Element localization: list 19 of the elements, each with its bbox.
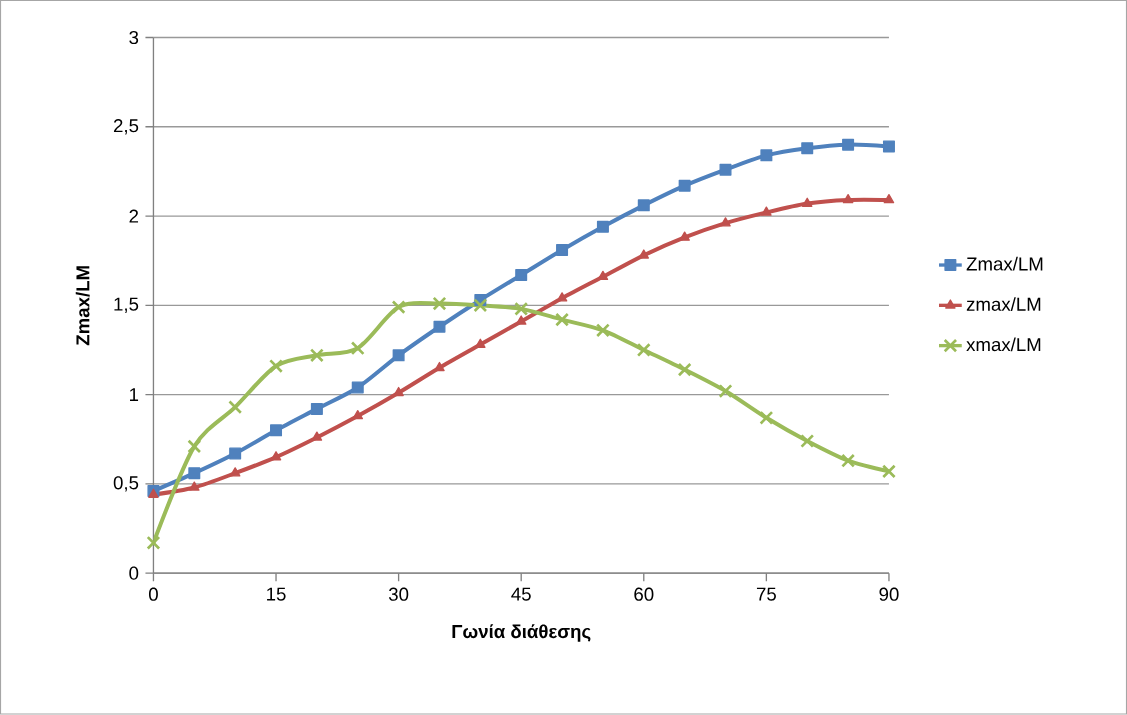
x-tick-label: 30 [388, 587, 409, 602]
x-tick-label: 15 [267, 587, 286, 601]
legend-label: Zmax/LM [966, 257, 1043, 271]
y-tick-label: 3 [129, 31, 139, 45]
x-tick-label: 45 [511, 587, 531, 601]
legend-label: xmax/LM [966, 337, 1041, 352]
y-tick-label: 2 [129, 209, 139, 223]
y-tick-label: 2,5 [113, 119, 139, 135]
x-tick-label: 90 [879, 587, 899, 602]
y-axis-title: Zmax/LM [75, 266, 90, 346]
y-tick-label: 1 [130, 388, 139, 402]
legend-label: zmax/LM [966, 297, 1041, 312]
x-tick-label: 0 [148, 587, 158, 602]
x-axis-title: Γωνία διάθεσης [452, 624, 591, 643]
y-tick-label: 1,5 [114, 297, 139, 314]
y-tick-label: 0 [129, 566, 139, 580]
x-tick-label: 75 [756, 587, 776, 601]
x-tick-label: 60 [634, 587, 654, 602]
y-tick-label: 0,5 [113, 476, 139, 492]
